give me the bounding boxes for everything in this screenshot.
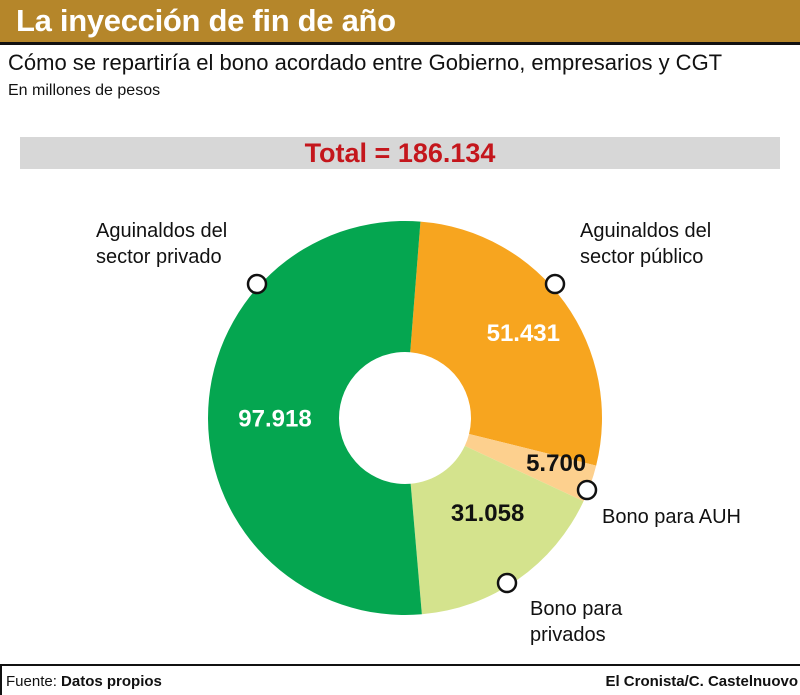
callout-marker <box>576 479 598 501</box>
slice-label-sector-publico: Aguinaldos del sector público <box>580 218 711 270</box>
slice-label-line: sector privado <box>96 246 222 268</box>
slice-label-line: Bono para <box>530 598 623 620</box>
total-banner: Total = 186.134 <box>20 137 780 169</box>
slice-value-label: 31.058 <box>451 500 524 527</box>
callout-marker <box>496 572 518 594</box>
slice-value-label: 97.918 <box>238 405 311 432</box>
slice-label-auh: Bono para AUH <box>602 504 741 530</box>
donut-slice <box>410 445 584 615</box>
donut-slice <box>410 221 603 466</box>
slice-label-line: Aguinaldos del <box>96 220 228 242</box>
slice-label-line: sector público <box>580 246 704 268</box>
units-note: En millones de pesos <box>8 82 161 99</box>
credit: El Cronista/C. Castelnuovo <box>605 673 798 690</box>
slice-label-sector-privado: Aguinaldos del sector privado <box>96 218 227 270</box>
donut-slice <box>464 433 597 502</box>
slice-label-line: Bono para AUH <box>602 506 741 528</box>
header-bar: La inyección de fin de año <box>0 0 800 42</box>
slice-label-line: privados <box>530 624 606 646</box>
slice-label-line: Aguinaldos del <box>580 220 712 242</box>
header-rule <box>0 42 800 45</box>
footer-rule <box>0 664 800 666</box>
donut-slice <box>208 221 422 615</box>
slice-value-label: 5.700 <box>526 450 586 477</box>
callout-marker <box>544 273 566 295</box>
page-title: La inyección de fin de año <box>16 3 396 38</box>
callout-marker <box>246 273 268 295</box>
source-note: Fuente: Datos propios <box>6 673 162 690</box>
source-prefix: Fuente: <box>6 673 57 690</box>
total-label: Total = 186.134 <box>304 138 496 168</box>
slice-value-label: 51.431 <box>487 320 560 347</box>
source-name: Datos propios <box>61 673 162 690</box>
slice-label-privados: Bono para privados <box>530 596 622 648</box>
chart-subtitle: Cómo se repartiría el bono acordado entr… <box>8 50 723 75</box>
footer-edge <box>0 664 2 695</box>
